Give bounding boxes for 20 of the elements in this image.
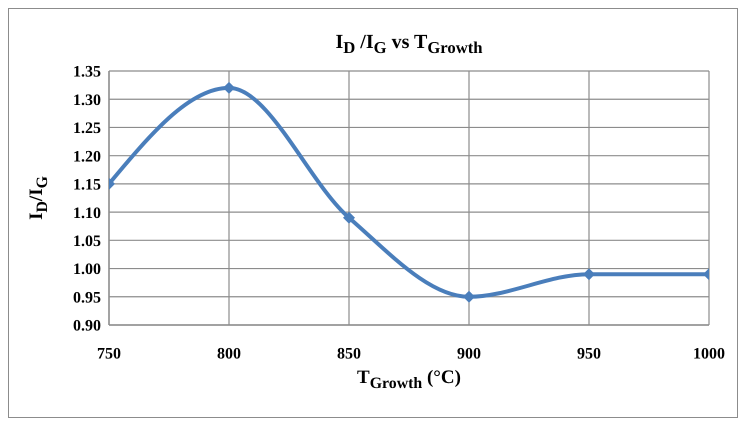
x-tick-label: 750 <box>97 345 121 362</box>
y-tick-label: 1.25 <box>73 120 101 138</box>
y-tick-label: 1.15 <box>73 176 101 194</box>
chart-title: I$_{D}$ /I$_{G}$ vs T$_{Growth}$ <box>334 31 484 58</box>
y-tick-label: 1.35 <box>73 64 101 81</box>
x-tick-label: 850 <box>337 345 361 362</box>
point <box>343 212 355 224</box>
y-tick-label: 0.90 <box>73 318 101 335</box>
y-tick-label: 0.95 <box>73 289 101 306</box>
point <box>463 290 475 303</box>
y-tick-label: 1.20 <box>73 148 101 166</box>
x-axis-title: T$_{Growth}$ (°C) <box>356 367 462 393</box>
y-tick-label: 1.00 <box>73 261 101 278</box>
y-tick-label: 1.30 <box>73 92 101 109</box>
x-tick-label: 1000 <box>693 345 725 362</box>
x-tick-label: 800 <box>217 345 241 362</box>
y-tick-label: 1.05 <box>73 233 101 250</box>
x-tick-label: 900 <box>457 345 481 362</box>
x-tick-label: 950 <box>577 345 601 362</box>
y-tick-label: 1.10 <box>73 204 101 222</box>
